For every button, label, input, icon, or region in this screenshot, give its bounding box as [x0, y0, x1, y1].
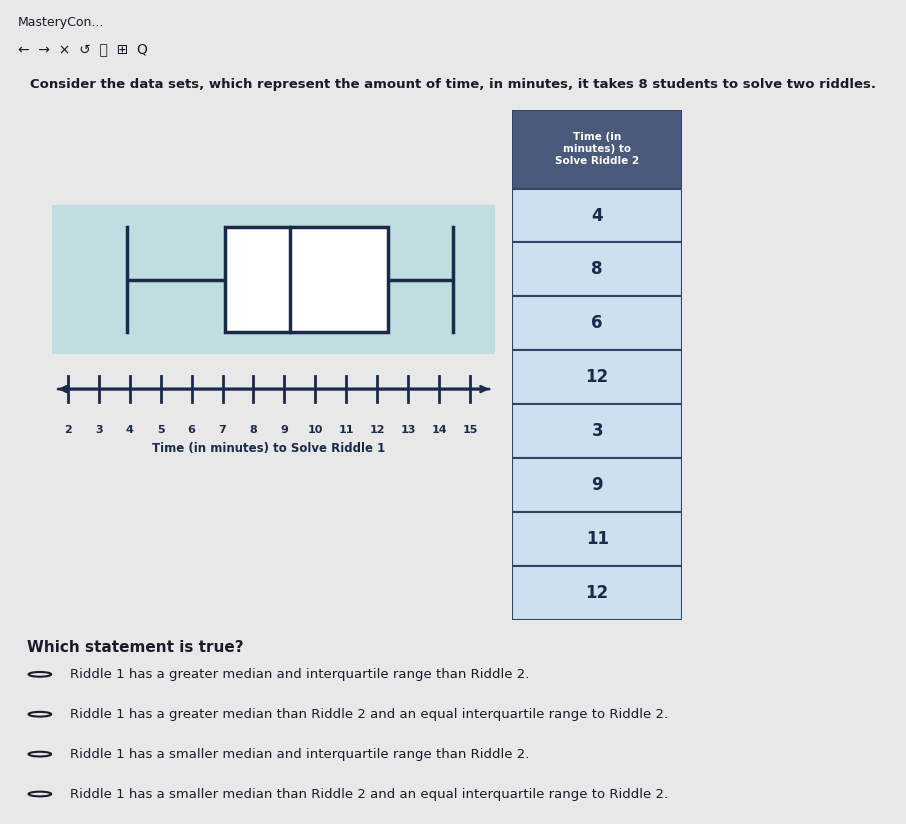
Bar — [512, 566, 682, 620]
Text: 8: 8 — [250, 425, 257, 435]
Bar — [512, 350, 682, 404]
Bar — [512, 242, 682, 297]
Text: Riddle 1 has a greater median and interquartile range than Riddle 2.: Riddle 1 has a greater median and interq… — [71, 668, 530, 681]
Text: 14: 14 — [431, 425, 447, 435]
Bar — [512, 189, 682, 242]
Bar — [512, 404, 682, 458]
Text: Consider the data sets, which represent the amount of time, in minutes, it takes: Consider the data sets, which represent … — [30, 78, 876, 91]
Text: Riddle 1 has a smaller median and interquartile range than Riddle 2.: Riddle 1 has a smaller median and interq… — [71, 747, 530, 761]
Bar — [512, 458, 682, 512]
Text: Riddle 1 has a greater median than Riddle 2 and an equal interquartile range to : Riddle 1 has a greater median than Riddl… — [71, 708, 669, 721]
Text: 3: 3 — [592, 422, 603, 440]
Text: 4: 4 — [592, 207, 603, 224]
Bar — [512, 110, 682, 189]
Bar — [225, 227, 388, 332]
Text: 13: 13 — [400, 425, 416, 435]
Text: 3: 3 — [95, 425, 102, 435]
Text: 8: 8 — [592, 260, 603, 279]
Text: 12: 12 — [585, 583, 609, 602]
Text: Which statement is true?: Which statement is true? — [27, 640, 244, 655]
Text: 6: 6 — [592, 314, 603, 332]
Text: ←  →  ×  ↺  ⓘ  ⊞  Q: ← → × ↺ ⓘ ⊞ Q — [18, 43, 148, 56]
Text: 12: 12 — [585, 368, 609, 386]
Text: 9: 9 — [592, 476, 603, 494]
Text: 10: 10 — [308, 425, 323, 435]
Text: 7: 7 — [218, 425, 226, 435]
Text: 2: 2 — [63, 425, 72, 435]
Bar — [512, 297, 682, 350]
Text: 11: 11 — [586, 530, 609, 548]
Text: 11: 11 — [339, 425, 354, 435]
Text: 15: 15 — [463, 425, 478, 435]
Text: Time (in minutes) to Solve Riddle 1: Time (in minutes) to Solve Riddle 1 — [152, 442, 386, 455]
Text: MasteryCon...: MasteryCon... — [18, 16, 104, 30]
Text: 9: 9 — [281, 425, 288, 435]
Text: 5: 5 — [157, 425, 164, 435]
Text: 6: 6 — [188, 425, 196, 435]
Text: Time (in
minutes) to
Solve Riddle 2: Time (in minutes) to Solve Riddle 2 — [555, 132, 640, 166]
Text: Riddle 1 has a smaller median than Riddle 2 and an equal interquartile range to : Riddle 1 has a smaller median than Riddl… — [71, 788, 669, 800]
Text: 4: 4 — [126, 425, 133, 435]
Bar — [512, 512, 682, 566]
Text: 12: 12 — [370, 425, 385, 435]
